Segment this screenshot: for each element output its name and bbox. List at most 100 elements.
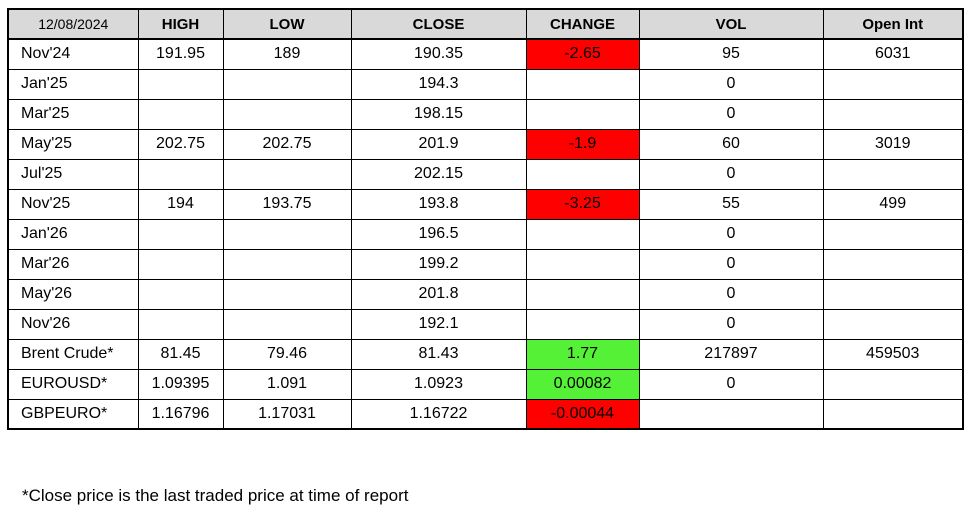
cell-close: 194.3 [350, 68, 527, 100]
cell-high: 191.95 [137, 38, 224, 70]
cell-change [525, 68, 640, 100]
col-header-change: CHANGE [525, 8, 640, 40]
contract-label: May'25 [7, 128, 139, 160]
cell-high [137, 158, 224, 190]
table-row-eurousd: EUROUSD* 1.09395 1.091 1.0923 0.00082 0 [7, 368, 964, 400]
cell-close: 199.2 [350, 248, 527, 280]
col-header-close: CLOSE [350, 8, 527, 40]
table-row-nov26: Nov'26 192.1 0 [7, 308, 964, 340]
cell-low: 202.75 [222, 128, 352, 160]
footnote-close-price: *Close price is the last traded price at… [22, 486, 409, 505]
col-header-vol: VOL [638, 8, 824, 40]
table-row-mar25: Mar'25 198.15 0 [7, 98, 964, 130]
col-header-low: LOW [222, 8, 352, 40]
table-row-jan25: Jan'25 194.3 0 [7, 68, 964, 100]
contract-label: Jan'25 [7, 68, 139, 100]
cell-vol: 0 [638, 158, 824, 190]
cell-open-int: 3019 [822, 128, 964, 160]
cell-change [525, 218, 640, 250]
cell-open-int: 6031 [822, 38, 964, 70]
cell-close: 201.9 [350, 128, 527, 160]
cell-vol: 0 [638, 308, 824, 340]
cell-open-int [822, 368, 964, 400]
cell-low [222, 158, 352, 190]
cell-change [525, 248, 640, 280]
cell-open-int [822, 98, 964, 130]
cell-change: -1.9 [525, 128, 640, 160]
contract-label: GBPEURO* [7, 398, 139, 430]
cell-low [222, 68, 352, 100]
cell-low [222, 278, 352, 310]
cell-low [222, 248, 352, 280]
cell-open-int: 499 [822, 188, 964, 220]
cell-close: 81.43 [350, 338, 527, 370]
contract-label: Jan'26 [7, 218, 139, 250]
cell-low: 189 [222, 38, 352, 70]
cell-open-int [822, 398, 964, 430]
cell-vol [638, 398, 824, 430]
cell-close: 196.5 [350, 218, 527, 250]
cell-vol: 0 [638, 98, 824, 130]
contract-label: Nov'24 [7, 38, 139, 70]
cell-vol: 0 [638, 68, 824, 100]
cell-high: 1.09395 [137, 368, 224, 400]
cell-high [137, 68, 224, 100]
contract-label: Brent Crude* [7, 338, 139, 370]
table-row-jan26: Jan'26 196.5 0 [7, 218, 964, 250]
cell-change [525, 158, 640, 190]
cell-high [137, 218, 224, 250]
cell-change: -0.00044 [525, 398, 640, 430]
cell-change: -2.65 [525, 38, 640, 70]
cell-close: 190.35 [350, 38, 527, 70]
cell-open-int [822, 308, 964, 340]
footnotes: *Close price is the last traded price at… [22, 433, 408, 508]
contract-label: EUROUSD* [7, 368, 139, 400]
col-header-high: HIGH [137, 8, 224, 40]
cell-high [137, 98, 224, 130]
cell-close: 1.0923 [350, 368, 527, 400]
futures-price-table: 12/08/2024 HIGH LOW CLOSE CHANGE VOL Ope… [7, 8, 964, 430]
cell-high: 202.75 [137, 128, 224, 160]
cell-close: 193.8 [350, 188, 527, 220]
cell-high: 1.16796 [137, 398, 224, 430]
header-row: 12/08/2024 HIGH LOW CLOSE CHANGE VOL Ope… [7, 8, 964, 40]
contract-label: Nov'26 [7, 308, 139, 340]
cell-vol: 55 [638, 188, 824, 220]
cell-vol: 60 [638, 128, 824, 160]
cell-open-int [822, 218, 964, 250]
contract-label: Jul'25 [7, 158, 139, 190]
cell-low [222, 98, 352, 130]
cell-low [222, 308, 352, 340]
table-row-nov24: Nov'24 191.95 189 190.35 -2.65 95 6031 [7, 38, 964, 70]
cell-close: 201.8 [350, 278, 527, 310]
cell-close: 202.15 [350, 158, 527, 190]
table-row-may25: May'25 202.75 202.75 201.9 -1.9 60 3019 [7, 128, 964, 160]
cell-vol: 95 [638, 38, 824, 70]
cell-change [525, 278, 640, 310]
cell-high [137, 248, 224, 280]
table-row-brent-crude: Brent Crude* 81.45 79.46 81.43 1.77 2178… [7, 338, 964, 370]
report-date: 12/08/2024 [7, 8, 139, 40]
cell-open-int [822, 278, 964, 310]
contract-label: May'26 [7, 278, 139, 310]
cell-high: 81.45 [137, 338, 224, 370]
cell-change: 0.00082 [525, 368, 640, 400]
cell-change: -3.25 [525, 188, 640, 220]
table-row-mar26: Mar'26 199.2 0 [7, 248, 964, 280]
table-row-may26: May'26 201.8 0 [7, 278, 964, 310]
table-row-gbpeuro: GBPEURO* 1.16796 1.17031 1.16722 -0.0004… [7, 398, 964, 430]
cell-vol: 0 [638, 368, 824, 400]
contract-label: Mar'25 [7, 98, 139, 130]
cell-open-int [822, 68, 964, 100]
cell-change [525, 98, 640, 130]
cell-low [222, 218, 352, 250]
cell-open-int: 459503 [822, 338, 964, 370]
cell-close: 198.15 [350, 98, 527, 130]
cell-close: 192.1 [350, 308, 527, 340]
contract-label: Nov'25 [7, 188, 139, 220]
table-row-jul25: Jul'25 202.15 0 [7, 158, 964, 190]
table-row-nov25: Nov'25 194 193.75 193.8 -3.25 55 499 [7, 188, 964, 220]
cell-vol: 0 [638, 218, 824, 250]
cell-high [137, 308, 224, 340]
